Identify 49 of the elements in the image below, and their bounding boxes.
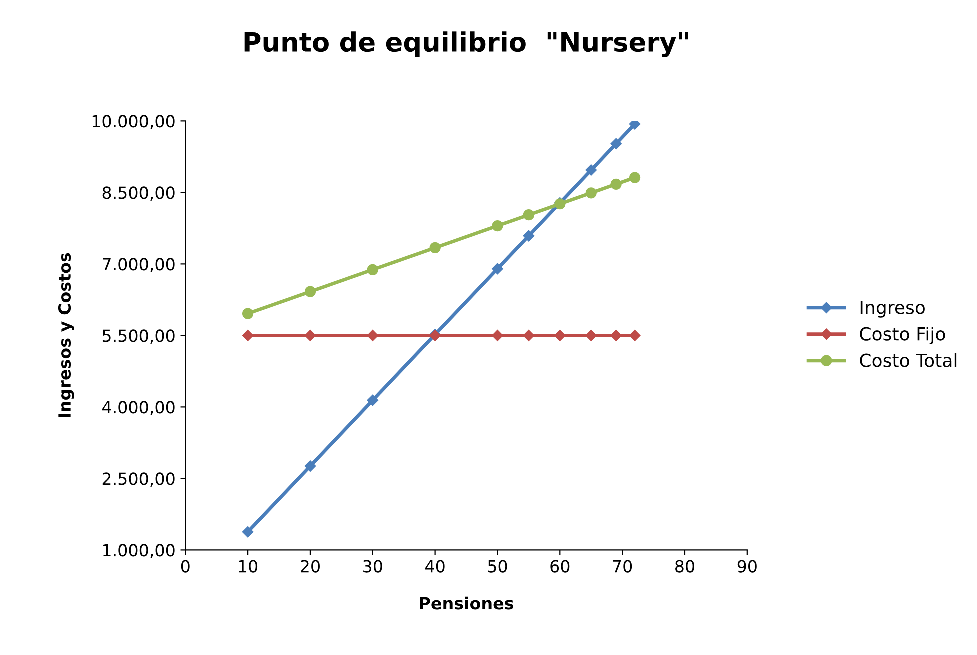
x-axis-title: Pensiones [420, 596, 514, 610]
point [367, 264, 378, 276]
point [629, 121, 641, 130]
point [242, 526, 254, 538]
point [554, 330, 566, 342]
legend-label: Ingreso [860, 301, 925, 318]
y-tick-label: 10.000,00 [92, 115, 175, 130]
y-tick-label: 1.000,00 [104, 544, 175, 558]
x-tick-label: 0 [181, 560, 190, 573]
chart-title: Punto de equilibrio "Nursery" [244, 32, 688, 58]
point [492, 330, 504, 342]
x-tick-label: 60 [550, 560, 570, 573]
point [304, 460, 316, 472]
y-tick-label: 4.000,00 [102, 401, 175, 416]
point [367, 330, 378, 342]
point [629, 330, 641, 342]
point [629, 172, 641, 184]
y-tick-label: 2.500,00 [102, 472, 175, 487]
point [610, 330, 622, 342]
point [367, 394, 378, 406]
x-tick-label: 90 [738, 560, 757, 573]
point [430, 242, 441, 254]
legend-label: Costo Total [860, 353, 957, 368]
point [586, 330, 597, 342]
x-tick-label: 70 [613, 560, 632, 573]
point [586, 164, 597, 176]
x-tick-label: 80 [676, 560, 694, 573]
point [242, 330, 254, 342]
legend-label: Costo Fijo [860, 326, 946, 344]
y-tick-label: 7.000,00 [103, 258, 175, 272]
point [586, 188, 597, 199]
point [242, 308, 254, 320]
x-tick-label: 20 [301, 560, 320, 573]
x-tick-label: 40 [426, 560, 445, 573]
point [304, 286, 316, 298]
point [610, 178, 622, 190]
point [492, 263, 504, 275]
point [492, 220, 504, 232]
y-tick-label: 8.500,00 [102, 186, 175, 201]
point [523, 210, 534, 221]
x-tick-label: 30 [364, 560, 382, 573]
y-tick-label: 5.500,00 [102, 330, 175, 344]
point [523, 230, 535, 242]
y-axis-title: Ingresos y Costos [58, 253, 74, 418]
x-tick-label: 10 [239, 560, 258, 573]
point [523, 330, 535, 342]
point [610, 138, 622, 150]
x-tick-label: 50 [488, 560, 508, 573]
point [304, 330, 316, 342]
